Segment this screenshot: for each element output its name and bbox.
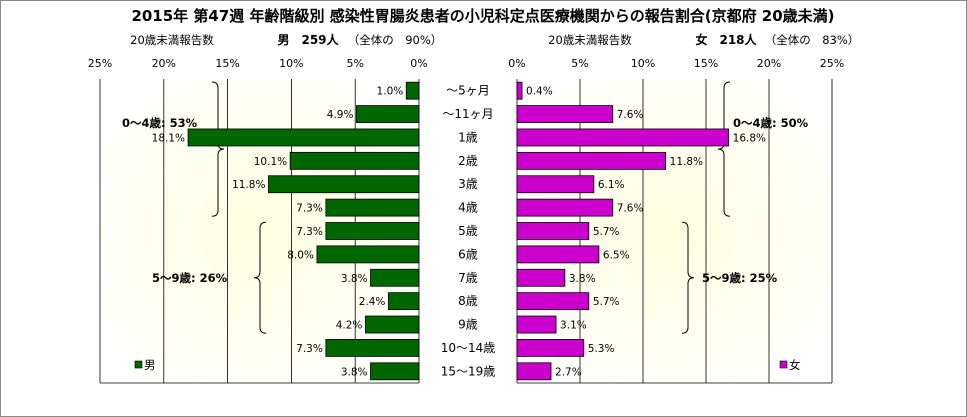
female-bar xyxy=(516,315,557,334)
male-bar xyxy=(325,222,420,240)
male-bar xyxy=(365,315,420,334)
male-bar xyxy=(289,151,420,170)
age-category-label: 7歳 xyxy=(458,271,478,285)
chart-title: 2015年 第47週 年齢階級別 感染性胃腸炎患者の小児科定点医療機関からの報告… xyxy=(131,7,834,25)
male-value-label: 7.3% xyxy=(296,343,323,355)
female-value-label: 7.6% xyxy=(617,109,644,121)
female-value-label: 5.3% xyxy=(588,343,615,355)
male-x-tick-label: 0% xyxy=(410,57,427,70)
age-category-label: 1歳 xyxy=(458,130,478,144)
female-bar xyxy=(516,222,590,240)
female-bar xyxy=(516,105,614,123)
female-value-label: 7.6% xyxy=(617,203,644,215)
male-bar xyxy=(405,81,420,100)
female-group-label: 5～9歳: 25% xyxy=(702,271,778,285)
female-legend-label: 女 xyxy=(789,358,801,372)
female-group-brace xyxy=(681,221,695,334)
male-group-label: 0～4歳: 53% xyxy=(122,116,198,130)
male-bar xyxy=(325,198,420,217)
female-value-label: 16.8% xyxy=(733,132,766,144)
female-value-label: 3.8% xyxy=(569,273,596,285)
male-bar xyxy=(268,175,420,194)
female-group-label: 0～4歳: 50% xyxy=(733,116,809,130)
male-legend-label: 男 xyxy=(144,358,156,372)
female-value-label: 0.4% xyxy=(526,86,553,98)
male-bar xyxy=(387,292,420,311)
male-value-label: 3.8% xyxy=(341,366,368,378)
male-group-label: 5～9歳: 26% xyxy=(152,271,228,285)
male-bar xyxy=(316,245,420,264)
female-legend-swatch xyxy=(779,360,788,369)
male-value-label: 10.1% xyxy=(254,156,287,168)
male-x-tick-label: 25% xyxy=(88,57,112,70)
age-category-label: 8歳 xyxy=(458,294,478,308)
female-header-count: 女 218人 xyxy=(695,32,757,47)
age-category-label: 4歳 xyxy=(458,201,478,215)
male-value-label: 7.3% xyxy=(296,226,323,238)
female-value-label: 6.1% xyxy=(598,179,625,191)
female-group-brace xyxy=(717,81,731,217)
age-category-label: 9歳 xyxy=(458,318,478,332)
female-x-tick-label: 15% xyxy=(694,57,718,70)
male-value-label: 7.3% xyxy=(296,203,323,215)
male-header-count: 男 259人 xyxy=(277,32,339,47)
male-legend-swatch xyxy=(134,360,143,369)
age-category-label: 6歳 xyxy=(458,247,478,261)
female-header-left: 20歳未満報告数 xyxy=(548,33,632,47)
male-x-tick-label: 15% xyxy=(215,57,239,70)
female-header-note: （全体の 83%） xyxy=(765,33,860,47)
male-bar xyxy=(325,339,420,357)
female-value-label: 3.1% xyxy=(560,320,587,332)
male-value-label: 11.8% xyxy=(232,179,265,191)
female-x-tick-label: 25% xyxy=(820,57,844,70)
male-bar xyxy=(370,268,420,287)
female-bar xyxy=(516,268,566,287)
male-header-left: 20歳未満報告数 xyxy=(130,33,214,47)
male-value-label: 8.0% xyxy=(287,249,314,261)
female-bar xyxy=(516,175,595,194)
male-bar xyxy=(187,128,420,147)
male-value-label: 3.8% xyxy=(341,273,368,285)
female-bar xyxy=(516,128,730,147)
age-category-label: 15～19歳 xyxy=(441,364,496,378)
male-value-label: 4.9% xyxy=(327,109,354,121)
male-value-label: 1.0% xyxy=(377,86,404,98)
female-value-label: 6.5% xyxy=(603,249,630,261)
female-bar xyxy=(516,339,585,357)
female-value-label: 11.8% xyxy=(670,156,703,168)
female-bar xyxy=(516,151,667,170)
female-bar xyxy=(516,292,590,311)
female-bar xyxy=(516,198,614,217)
age-category-label: 2歳 xyxy=(458,154,478,168)
female-bar xyxy=(516,362,552,381)
male-value-label: 18.1% xyxy=(152,132,185,144)
female-bar xyxy=(516,81,523,100)
female-value-label: 5.7% xyxy=(593,226,620,238)
age-category-label: ～11ヶ月 xyxy=(442,107,493,121)
male-bar xyxy=(370,362,420,381)
male-value-label: 4.2% xyxy=(336,320,363,332)
female-x-tick-label: 20% xyxy=(757,57,781,70)
male-x-tick-label: 20% xyxy=(152,57,176,70)
male-group-brace xyxy=(211,81,225,217)
age-category-label: ～5ヶ月 xyxy=(446,84,490,98)
female-x-tick-label: 0% xyxy=(508,57,525,70)
male-x-tick-label: 10% xyxy=(279,57,303,70)
male-group-brace xyxy=(253,221,267,334)
male-value-label: 2.4% xyxy=(359,296,386,308)
age-category-label: 5歳 xyxy=(458,224,478,238)
age-category-label: 3歳 xyxy=(458,177,478,191)
male-x-tick-label: 5% xyxy=(346,57,363,70)
female-value-label: 2.7% xyxy=(555,366,582,378)
female-bar xyxy=(516,245,600,264)
female-value-label: 5.7% xyxy=(593,296,620,308)
female-x-tick-label: 5% xyxy=(571,57,588,70)
age-category-label: 10～14歳 xyxy=(441,341,496,355)
male-bar xyxy=(356,105,420,123)
female-x-tick-label: 10% xyxy=(631,57,655,70)
male-header-note: （全体の 90%） xyxy=(348,33,443,47)
